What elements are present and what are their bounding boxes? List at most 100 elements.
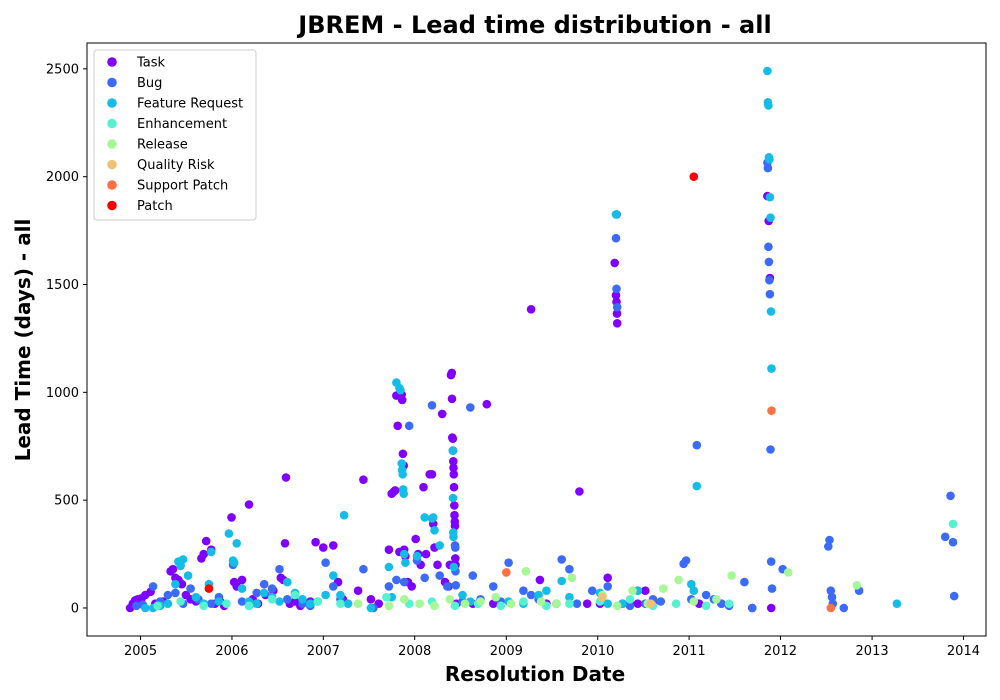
- data-point: [824, 542, 833, 551]
- data-point: [319, 543, 328, 552]
- data-point: [641, 586, 650, 595]
- data-point: [199, 601, 208, 611]
- data-point: [178, 555, 188, 564]
- data-point: [689, 172, 699, 181]
- data-point: [476, 597, 485, 606]
- data-point: [489, 599, 498, 608]
- data-point: [447, 368, 457, 378]
- data-point: [393, 421, 403, 431]
- data-point: [612, 319, 622, 328]
- x-tick-label: 2012: [764, 644, 797, 659]
- x-tick-label: 2013: [856, 644, 889, 659]
- data-point: [244, 601, 254, 611]
- data-point: [435, 571, 445, 580]
- data-point: [396, 385, 405, 395]
- data-point: [767, 364, 776, 373]
- data-point: [582, 599, 592, 608]
- data-point: [420, 573, 430, 583]
- data-point: [222, 599, 231, 608]
- data-point: [399, 577, 409, 587]
- data-point: [206, 547, 216, 557]
- data-point: [384, 601, 394, 611]
- data-point: [224, 529, 234, 538]
- data-point: [612, 601, 622, 611]
- data-point: [359, 475, 368, 485]
- data-point: [767, 584, 777, 593]
- data-point: [176, 597, 185, 606]
- data-point: [940, 532, 950, 542]
- data-point: [764, 242, 773, 252]
- data-point: [565, 564, 574, 574]
- data-point: [336, 590, 345, 600]
- data-point: [701, 590, 711, 600]
- data-point: [765, 192, 775, 202]
- legend-marker: [107, 118, 117, 129]
- data-point: [611, 210, 621, 219]
- data-point: [201, 536, 211, 546]
- data-point: [252, 588, 261, 598]
- data-point: [437, 409, 447, 419]
- data-point: [397, 395, 407, 405]
- data-point: [450, 601, 460, 611]
- data-point: [536, 597, 546, 606]
- data-point: [542, 586, 551, 595]
- data-point: [468, 571, 478, 580]
- data-point: [519, 586, 528, 595]
- data-point: [206, 599, 216, 608]
- data-point: [565, 599, 574, 608]
- data-point: [656, 597, 666, 606]
- data-point: [460, 599, 470, 608]
- y-tick-label: 1500: [46, 278, 79, 293]
- data-point: [892, 599, 902, 608]
- data-point: [407, 582, 417, 591]
- data-point: [598, 592, 607, 602]
- data-point: [852, 581, 862, 590]
- data-point: [766, 445, 775, 454]
- legend-marker: [107, 200, 117, 211]
- data-point: [427, 401, 437, 410]
- data-point: [148, 582, 158, 591]
- data-point: [447, 394, 457, 404]
- data-point: [458, 590, 467, 600]
- y-tick-label: 500: [54, 494, 79, 509]
- data-point: [449, 482, 459, 492]
- data-point: [504, 558, 513, 567]
- data-point: [171, 588, 180, 598]
- data-point: [390, 486, 400, 495]
- data-point: [227, 513, 236, 522]
- data-point: [449, 532, 458, 542]
- data-point: [633, 599, 643, 608]
- data-point: [692, 440, 702, 450]
- data-point: [397, 459, 407, 468]
- data-point: [448, 446, 458, 455]
- data-point: [628, 586, 637, 595]
- data-point: [449, 562, 459, 572]
- data-point: [451, 581, 461, 590]
- legend-entry: Quality Risk: [137, 158, 215, 173]
- legend-entry: Task: [136, 56, 166, 71]
- plot-frame: [86, 42, 987, 637]
- data-point: [611, 233, 621, 243]
- data-point: [176, 561, 185, 571]
- data-point: [445, 595, 455, 604]
- legend-box: [93, 49, 257, 221]
- data-point: [646, 599, 656, 608]
- data-point: [763, 66, 772, 76]
- data-point: [132, 601, 141, 611]
- data-point: [141, 603, 150, 613]
- data-point: [526, 590, 536, 600]
- data-point: [765, 289, 775, 299]
- data-point: [692, 481, 702, 491]
- data-point: [280, 539, 290, 548]
- data-point: [443, 582, 452, 591]
- data-point: [826, 603, 836, 613]
- data-point: [183, 571, 193, 580]
- data-point: [290, 590, 300, 600]
- data-point: [565, 592, 574, 602]
- data-point: [766, 307, 776, 316]
- data-point: [611, 291, 621, 300]
- data-point: [489, 582, 498, 591]
- data-point: [466, 403, 475, 412]
- data-point: [430, 526, 439, 535]
- data-point: [612, 302, 622, 312]
